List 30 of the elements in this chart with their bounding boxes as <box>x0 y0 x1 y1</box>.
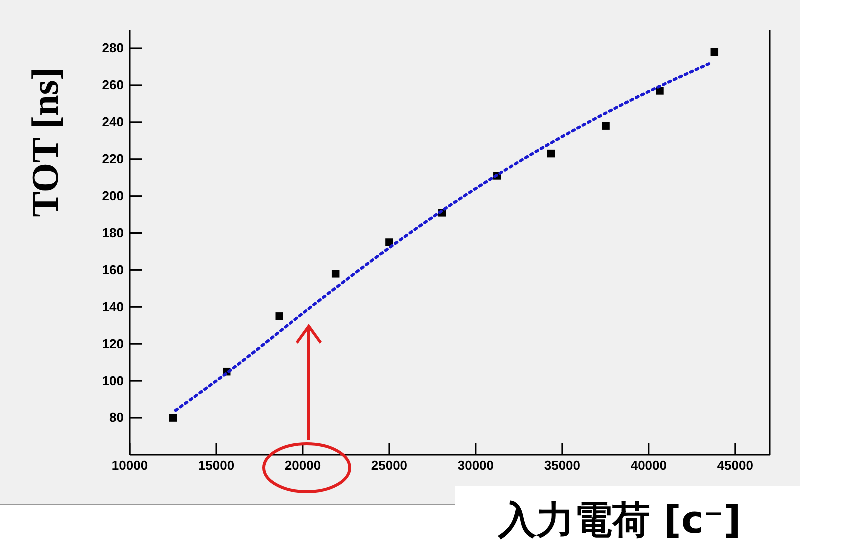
y-tick-label: 220 <box>102 152 124 167</box>
y-tick-label: 120 <box>102 336 124 352</box>
point <box>656 87 664 95</box>
point <box>332 270 340 278</box>
x-tick-label: 35000 <box>544 458 581 474</box>
y-tick-label: 200 <box>102 188 124 204</box>
x-tick-label: 25000 <box>371 458 408 474</box>
point <box>169 414 178 422</box>
point <box>602 122 610 130</box>
x-tick-label: 30000 <box>458 458 494 474</box>
y-tick-label: 260 <box>102 78 124 93</box>
y-tick-label: 80 <box>110 410 124 426</box>
y-tick-label: 140 <box>102 299 124 314</box>
x-tick-label: 10000 <box>112 458 148 474</box>
y-tick-label: 160 <box>102 262 124 278</box>
point <box>547 150 556 158</box>
x-tick-label: 20000 <box>284 458 322 474</box>
y-tick-label: 100 <box>102 373 124 388</box>
x-tick-label: 15000 <box>198 458 235 474</box>
point <box>276 312 284 320</box>
line-series <box>174 62 712 412</box>
y-axis-title: TOT [ns] <box>25 68 67 218</box>
y-tick-label: 280 <box>102 40 124 56</box>
x-tick-label: 45000 <box>717 458 754 474</box>
x-axis-title: 入力電荷 [c⁻] <box>498 498 742 542</box>
y-tick-label: 240 <box>102 114 124 130</box>
x-tick-label: 40000 <box>630 458 667 474</box>
point <box>710 48 719 56</box>
y-tick-label: 180 <box>102 225 124 240</box>
point <box>386 238 394 246</box>
